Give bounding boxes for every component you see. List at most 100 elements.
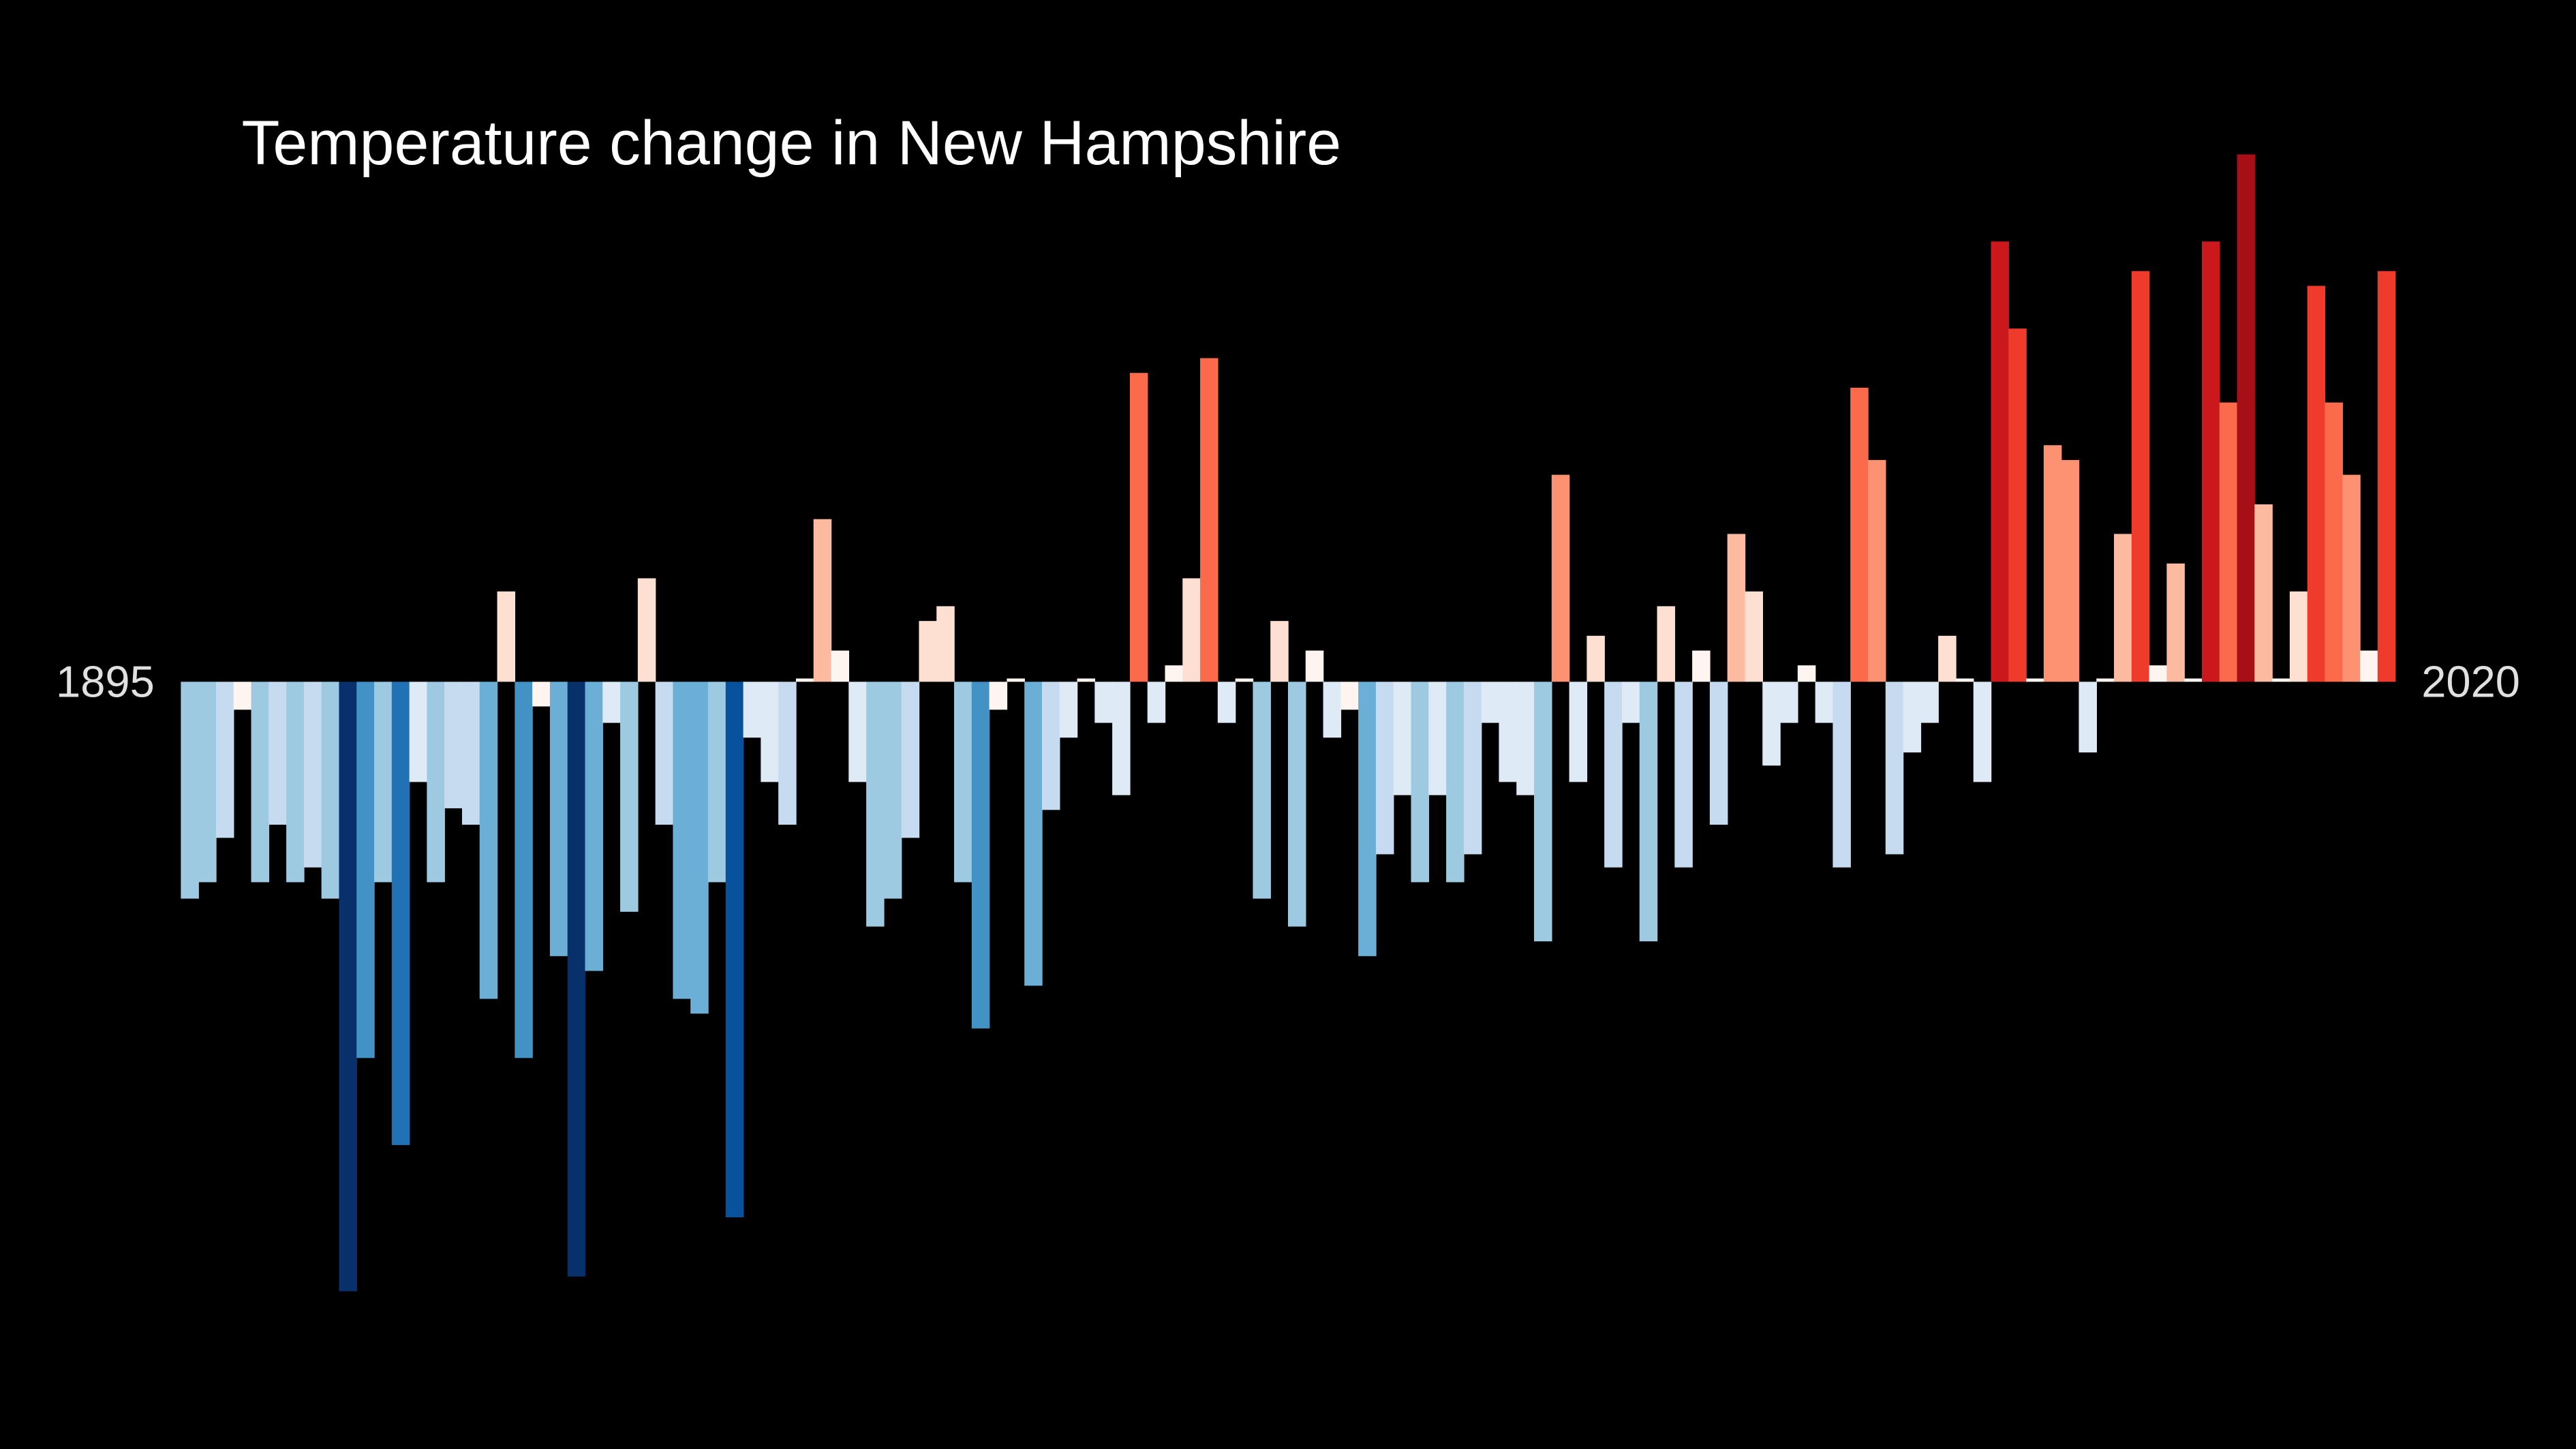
bar xyxy=(1165,665,1183,682)
bar xyxy=(1411,682,1430,883)
bar xyxy=(1375,682,1394,855)
bar xyxy=(1991,241,2010,682)
bar xyxy=(1885,682,1904,855)
bar xyxy=(1867,459,1886,682)
bar xyxy=(1586,635,1605,682)
bar xyxy=(1780,682,1798,723)
bar xyxy=(1270,621,1289,682)
bar xyxy=(2342,474,2361,682)
bar xyxy=(1288,682,1306,927)
bar xyxy=(1077,678,1096,682)
bar xyxy=(2254,504,2273,682)
bar xyxy=(2131,271,2150,682)
bar xyxy=(1850,387,1869,682)
bar xyxy=(479,682,498,999)
bar xyxy=(233,682,252,710)
bar xyxy=(1129,373,1148,682)
bar xyxy=(602,682,621,723)
bar xyxy=(936,606,955,682)
bar xyxy=(2272,678,2290,682)
bar xyxy=(1481,682,1500,723)
bar xyxy=(637,578,656,682)
bar xyxy=(866,682,885,927)
bar xyxy=(1041,682,1060,810)
bar xyxy=(1955,678,1974,682)
bar xyxy=(532,682,551,707)
bar xyxy=(708,682,726,883)
bar xyxy=(2237,154,2256,682)
bar xyxy=(2096,678,2115,682)
bar xyxy=(989,682,1008,710)
bar xyxy=(1305,650,1324,682)
bar xyxy=(1182,578,1201,682)
bar xyxy=(743,682,762,738)
bar xyxy=(1709,682,1728,825)
bar xyxy=(2201,241,2220,682)
bar xyxy=(374,682,393,883)
bar xyxy=(461,682,480,825)
bar xyxy=(1112,682,1131,795)
bar xyxy=(2079,682,2097,752)
bar xyxy=(1340,682,1359,710)
bar xyxy=(1200,358,1218,682)
bar xyxy=(181,682,199,899)
bar xyxy=(673,682,691,999)
bar xyxy=(831,650,850,682)
bar xyxy=(690,682,709,1014)
bar xyxy=(2114,534,2132,682)
bar xyxy=(286,682,305,883)
bar xyxy=(585,682,603,971)
bar xyxy=(1428,682,1447,795)
bar xyxy=(1762,682,1781,766)
bar xyxy=(813,519,832,682)
bar xyxy=(954,682,972,883)
bar xyxy=(1920,682,1939,723)
bar xyxy=(1446,682,1465,883)
bar xyxy=(2149,665,2168,682)
bar xyxy=(1639,682,1658,942)
bar xyxy=(198,682,217,883)
bar xyxy=(269,682,287,825)
bar xyxy=(1973,682,1992,782)
bar xyxy=(761,682,779,782)
bar xyxy=(427,682,445,883)
bar xyxy=(1147,682,1166,723)
bar xyxy=(778,682,797,825)
bar xyxy=(444,682,463,808)
bar xyxy=(1516,682,1535,795)
bar xyxy=(1903,682,1922,752)
bar xyxy=(2166,563,2185,682)
bar xyxy=(303,682,322,868)
bar xyxy=(1621,682,1640,723)
bar xyxy=(2307,286,2326,682)
bar xyxy=(2008,329,2027,682)
bar xyxy=(1024,682,1043,986)
bar xyxy=(1833,682,1851,868)
bar xyxy=(1938,635,1957,682)
bar xyxy=(515,682,533,1058)
chart-title: Temperature change in New Hampshire xyxy=(242,108,1342,178)
bar xyxy=(1569,682,1588,782)
bar xyxy=(1059,682,1078,738)
bar xyxy=(356,682,375,1058)
bar xyxy=(1323,682,1342,738)
bar xyxy=(1235,678,1254,682)
bar xyxy=(2043,445,2062,682)
year-label: 2020 xyxy=(2421,656,2520,706)
bar xyxy=(1007,678,1025,682)
bar xyxy=(339,682,357,1292)
bar xyxy=(1797,665,1816,682)
bar xyxy=(2289,591,2308,682)
bar xyxy=(901,682,920,838)
bar xyxy=(1358,682,1377,956)
bar xyxy=(1094,682,1113,723)
bar xyxy=(409,682,428,782)
bar xyxy=(2184,678,2203,682)
bar xyxy=(1217,682,1236,723)
bar xyxy=(795,678,814,682)
bar xyxy=(620,682,639,912)
bar xyxy=(1657,606,1676,682)
bar xyxy=(215,682,234,838)
